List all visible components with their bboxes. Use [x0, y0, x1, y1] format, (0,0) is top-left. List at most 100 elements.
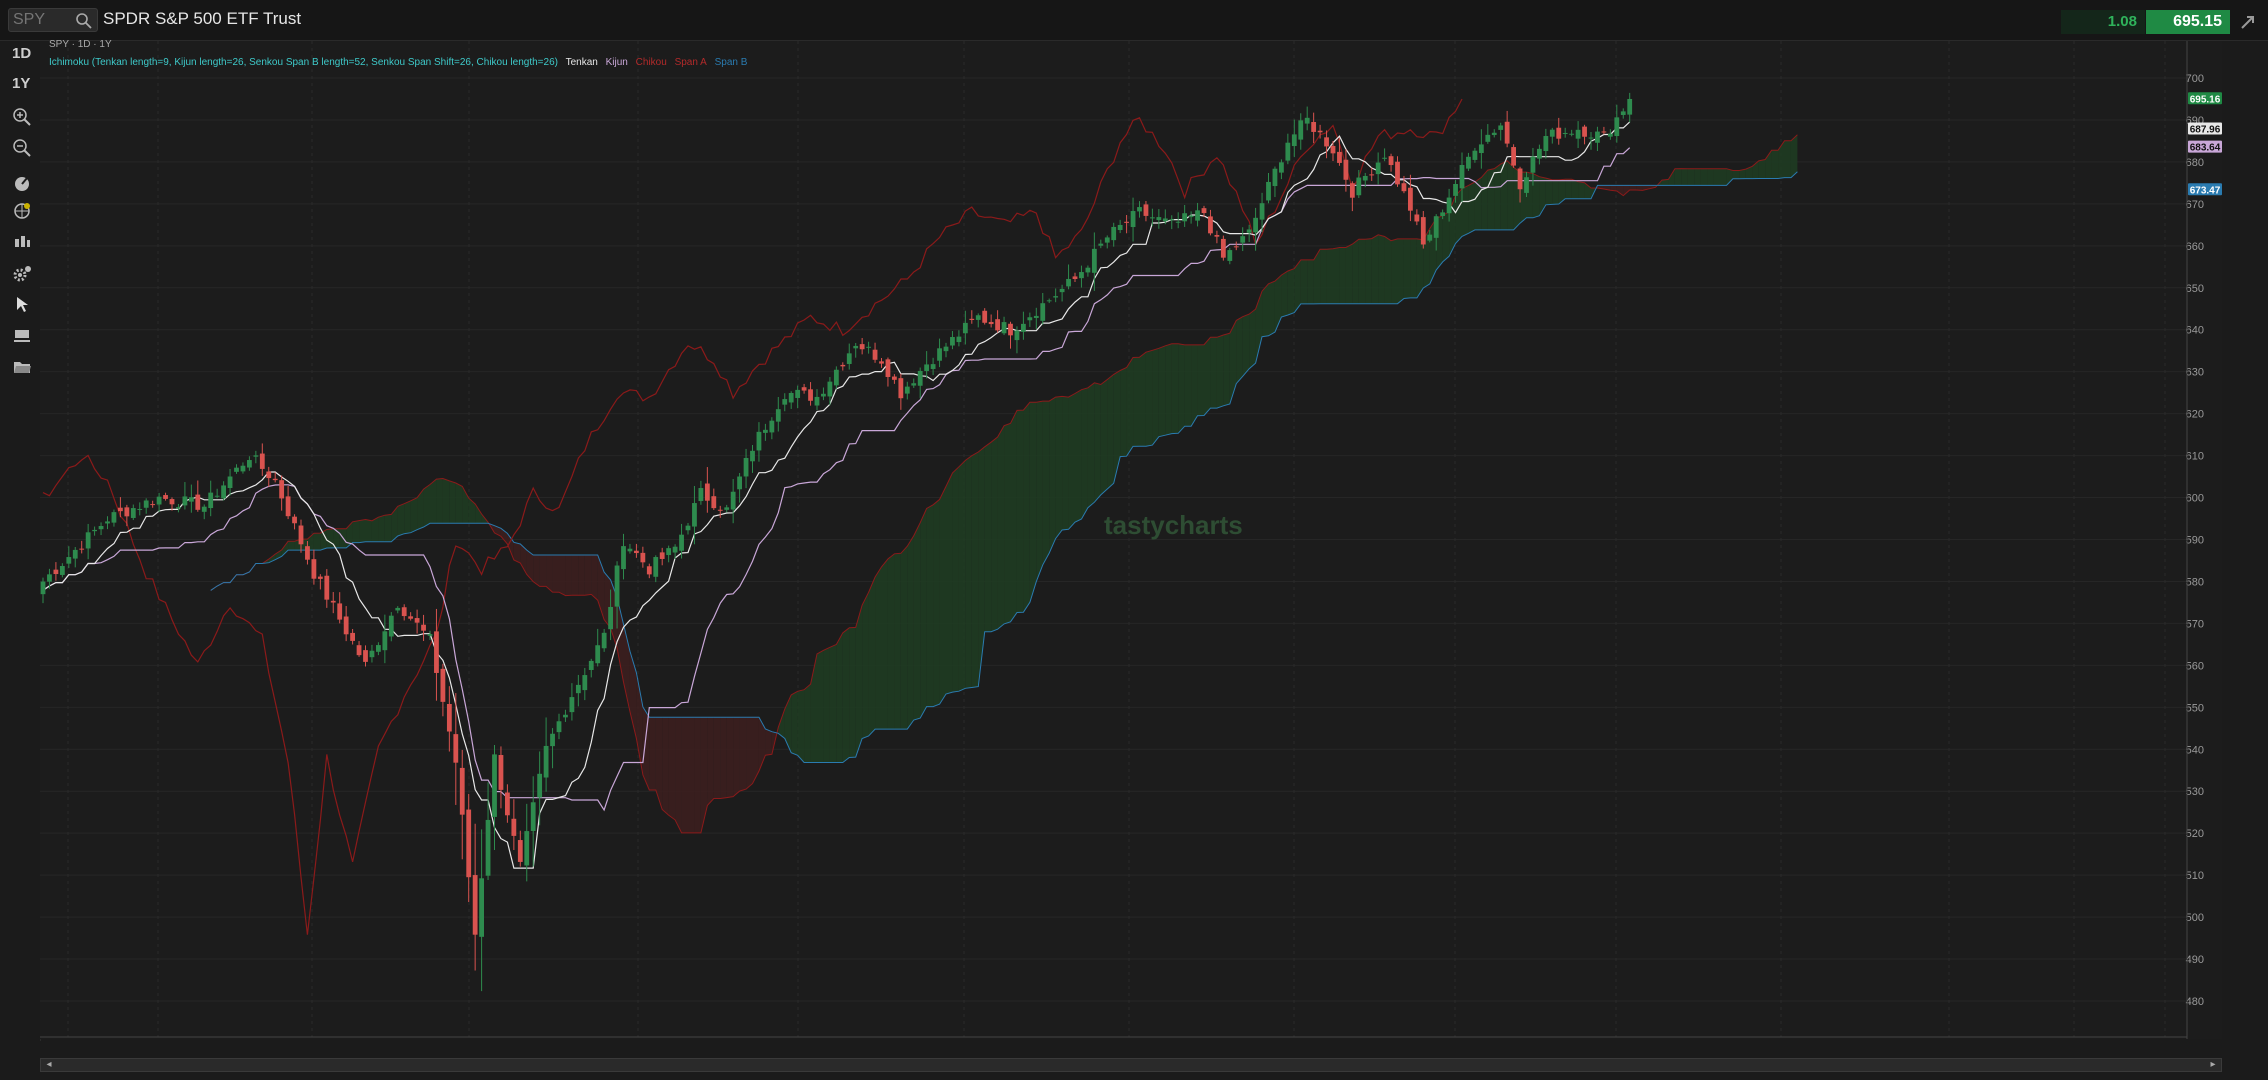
cloud-segment: [1184, 344, 1192, 427]
candle: [821, 387, 826, 401]
candle: [801, 383, 807, 394]
interval-1d-button[interactable]: 1D: [12, 45, 32, 62]
candle: [1324, 130, 1329, 159]
chart-type-icon[interactable]: [12, 232, 32, 252]
cloud-segment: [468, 498, 476, 524]
cloud-segment: [1345, 244, 1353, 304]
settings-icon[interactable]: [12, 264, 32, 284]
y-tick-label: 700: [2186, 73, 2204, 85]
candle: [782, 393, 788, 412]
cloud-segment: [1745, 166, 1753, 179]
candle: [1517, 166, 1523, 203]
candle: [872, 342, 878, 363]
candle: [376, 642, 381, 656]
candle: [382, 614, 388, 664]
cloud-segment: [1571, 179, 1579, 199]
chart-panel[interactable]: 700 690 680 670 660 650 640 630 620 610 600 590 580 5…: [40, 41, 2222, 1055]
candle: [1266, 172, 1271, 204]
candle: [1195, 202, 1200, 227]
candle: [911, 378, 917, 388]
candle: [1356, 169, 1362, 198]
zoom-in-icon[interactable]: [12, 107, 32, 127]
cloud-segment: [1545, 178, 1553, 205]
candle: [1582, 124, 1587, 145]
scroll-right-icon[interactable]: ▸: [2210, 1059, 2216, 1070]
cloud-segment: [1674, 168, 1682, 186]
candle: [704, 467, 710, 513]
range-1y-button[interactable]: 1Y: [12, 75, 31, 92]
symbol-input[interactable]: [13, 11, 77, 29]
candle: [575, 674, 581, 707]
candle: [601, 628, 607, 652]
candle: [1098, 239, 1104, 249]
candle: [672, 544, 678, 560]
legend-span-b: Span B: [714, 57, 748, 68]
cloud-segment: [907, 535, 914, 730]
candle: [292, 514, 297, 530]
y-tick-label: 560: [2186, 660, 2204, 672]
cloud-segment: [662, 717, 669, 816]
candle: [1053, 288, 1059, 303]
cloud-segment: [507, 533, 514, 560]
open-folder-icon[interactable]: [12, 357, 32, 377]
cloud-segment: [520, 543, 527, 575]
drawing-icon[interactable]: [12, 201, 32, 221]
y-tick-label: 540: [2186, 744, 2204, 756]
cloud-segment: [320, 529, 327, 551]
cloud-segment: [797, 689, 805, 763]
candle: [1414, 209, 1420, 226]
candle: [1150, 208, 1155, 227]
candle: [524, 803, 530, 882]
candle: [356, 641, 362, 657]
cloud-segment: [668, 717, 676, 820]
cloud-segment: [1249, 309, 1256, 369]
cloud-segment: [559, 554, 566, 596]
cloud-segment: [1532, 173, 1540, 218]
candle: [956, 330, 962, 347]
cloud-segment: [920, 508, 927, 719]
candle: [1066, 264, 1071, 290]
study-legend[interactable]: Ichimoku (Tenkan length=9, Kijun length=…: [49, 57, 752, 68]
studies-icon[interactable]: [12, 172, 32, 192]
time-scrollbar[interactable]: ◂ ▸: [40, 1058, 2222, 1072]
cloud-segment: [1210, 337, 1217, 409]
cloud-segment: [1410, 238, 1417, 298]
time-axis: JAN 15FEB 3MAR 3APR 1MAY 1JUN 2JUL 1AUG …: [40, 1036, 2187, 1055]
candle: [47, 568, 52, 589]
candle: [479, 829, 484, 992]
candle: [756, 422, 762, 462]
candle: [285, 485, 291, 520]
symbol-search[interactable]: [8, 8, 98, 32]
cloud-segment: [868, 576, 876, 736]
cloud-segment: [1558, 179, 1566, 205]
candle: [1446, 188, 1452, 222]
cloud-segment: [713, 717, 721, 799]
candle: [1453, 179, 1458, 203]
y-tick-label: 520: [2186, 828, 2204, 840]
candle: [434, 608, 439, 701]
cursor-icon[interactable]: [12, 294, 32, 314]
layout-icon[interactable]: [12, 326, 32, 346]
scroll-left-icon[interactable]: ◂: [46, 1059, 52, 1070]
cloud-segment: [875, 566, 882, 730]
price-chart[interactable]: 7006906806706606506406306206106005905805…: [40, 41, 2222, 1055]
candle: [369, 644, 375, 663]
candle: [1369, 167, 1375, 181]
cloud-segment: [675, 717, 682, 833]
candle: [1524, 172, 1529, 198]
cloud-segment: [1191, 344, 1198, 427]
cloud-segment: [1010, 410, 1017, 622]
candle: [1008, 321, 1013, 349]
search-icon[interactable]: [75, 12, 93, 30]
cloud-segment: [326, 528, 334, 549]
cloud-segment: [371, 517, 379, 542]
cloud-segment: [1165, 343, 1172, 436]
study-label[interactable]: Ichimoku (Tenkan length=9, Kijun length=…: [49, 57, 558, 68]
y-tick-label: 680: [2186, 157, 2204, 169]
zoom-out-icon[interactable]: [12, 138, 32, 158]
candle: [1111, 222, 1117, 247]
candle: [975, 313, 981, 328]
cloud-segment: [791, 691, 798, 756]
popout-icon[interactable]: [2238, 12, 2258, 32]
candle: [788, 391, 794, 409]
